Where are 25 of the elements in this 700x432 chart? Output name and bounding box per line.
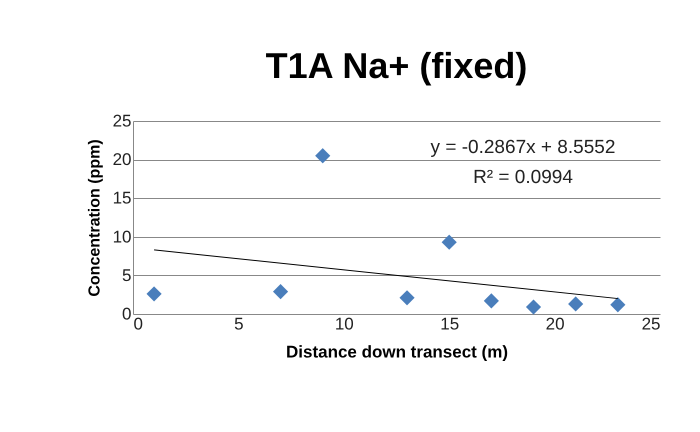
x-tick-label: 10	[334, 314, 354, 334]
x-axis-title: Distance down transect (m)	[286, 342, 508, 362]
annotation: R² = 0.0994	[473, 167, 574, 188]
point	[568, 296, 584, 312]
point	[610, 297, 626, 312]
y-tick-label: 20	[112, 150, 132, 170]
x-tick-label: 15	[440, 314, 460, 334]
y-axis-title: Concentration (ppm)	[86, 139, 104, 297]
annotation: y = -0.2867x + 8.5552	[430, 137, 616, 158]
point	[484, 293, 499, 308]
x-tick-label: 0	[134, 314, 143, 334]
x-tick-label: 20	[546, 314, 565, 334]
x-tick-label: 5	[234, 314, 244, 334]
point	[272, 284, 288, 300]
point	[526, 299, 542, 315]
point	[399, 290, 415, 306]
y-tick-label: 10	[112, 227, 132, 246]
y-tick-label: 25	[112, 112, 132, 130]
chart-title: T1A Na+ (fixed)	[266, 45, 528, 86]
point	[146, 286, 162, 302]
y-tick-label: 15	[112, 188, 132, 208]
point	[315, 148, 330, 164]
x-tick-label: 25	[642, 314, 660, 334]
y-tick-label: 5	[122, 266, 132, 285]
point	[442, 234, 457, 250]
